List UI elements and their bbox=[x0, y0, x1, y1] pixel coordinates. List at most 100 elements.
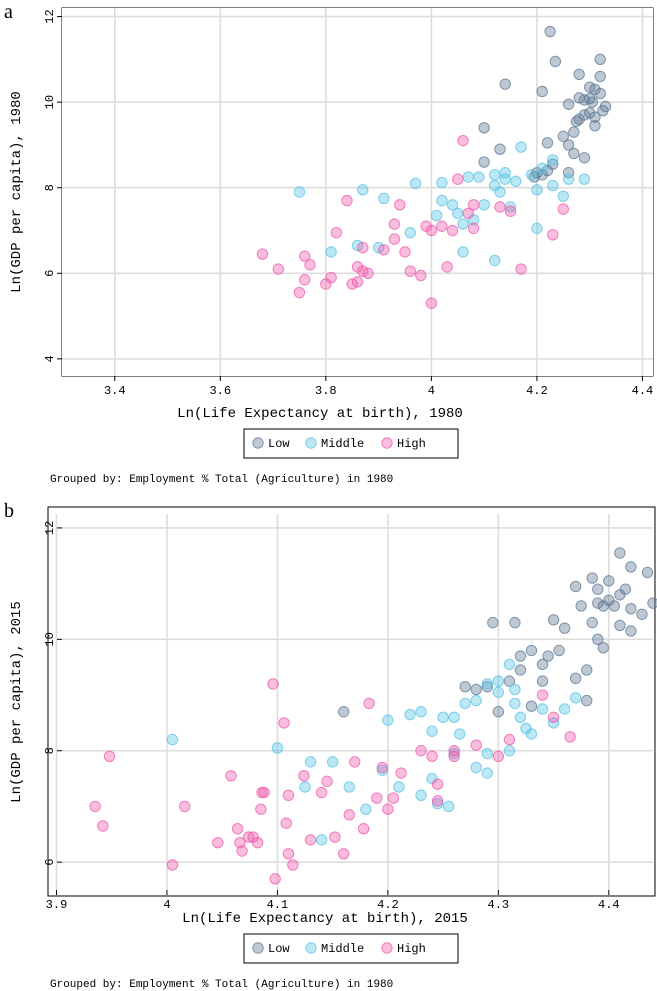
panel-b-y-tick-label: 12 bbox=[43, 521, 57, 535]
panel-b-point-middle bbox=[415, 706, 427, 718]
panel-b-point-middle bbox=[393, 781, 405, 793]
panel-a-point-high bbox=[299, 250, 311, 262]
panel-a-point-middle bbox=[531, 184, 543, 196]
panel-b-point-high bbox=[225, 770, 237, 782]
panel-a: a 3.4 3.6 3.8 4 4.2 4.4 4 6 8 10 12 Ln(Life Expec… bbox=[4, 1, 654, 486]
panel-a-point-low bbox=[594, 70, 606, 83]
panel-b-point-low bbox=[581, 664, 593, 676]
panel-a-point-low bbox=[478, 156, 490, 168]
panel-b-point-high bbox=[426, 750, 438, 763]
panel-a-y-ticks: 4 6 8 10 12 bbox=[43, 9, 62, 362]
panel-b-point-middle bbox=[315, 834, 328, 846]
panel-a-point-low bbox=[549, 55, 562, 68]
panel-a-grid bbox=[62, 8, 653, 376]
panel-b-point-low bbox=[625, 602, 637, 615]
panel-b-point-high bbox=[363, 697, 375, 710]
panel-a-point-high bbox=[462, 207, 475, 220]
panel-b-point-high bbox=[212, 836, 224, 849]
panel-a-letter: a bbox=[4, 1, 13, 23]
panel-b-point-high bbox=[278, 717, 290, 729]
panel-a-point-high bbox=[404, 265, 416, 277]
panel-b-point-middle bbox=[166, 733, 179, 746]
panel-a-point-middle bbox=[578, 173, 591, 185]
panel-b-legend: Low Middle High bbox=[243, 933, 459, 964]
panel-b-point-low bbox=[647, 597, 657, 609]
panel-a-point-high bbox=[452, 173, 464, 185]
panel-b-point-low bbox=[619, 583, 632, 595]
panel-b-x-tick-label: 4 bbox=[163, 898, 170, 912]
panel-b-point-low bbox=[492, 706, 505, 718]
panel-a-point-high bbox=[457, 134, 469, 147]
panel-a-point-low bbox=[589, 83, 601, 96]
panel-b-points bbox=[89, 547, 657, 885]
panel-b-point-low bbox=[337, 706, 350, 718]
panel-b-point-middle bbox=[376, 764, 389, 776]
panel-a-point-middle bbox=[409, 177, 422, 190]
panel-a-point-high bbox=[378, 244, 390, 256]
panel-b-point-middle bbox=[415, 789, 427, 802]
panel-a-x-tick-label: 3.6 bbox=[209, 384, 231, 398]
panel-a-point-high bbox=[325, 271, 337, 284]
panel-b-point-low bbox=[547, 614, 560, 626]
panel-b-x-tick-label: 4.1 bbox=[267, 898, 289, 912]
panel-a-point-middle bbox=[488, 169, 501, 181]
panel-b-point-low bbox=[592, 597, 604, 609]
panel-a-x-tick-label: 4.4 bbox=[632, 384, 654, 398]
panel-b-point-high bbox=[103, 750, 116, 763]
panel-b-point-middle bbox=[514, 711, 527, 724]
panel-b-point-low bbox=[525, 700, 538, 712]
panel-a-point-middle bbox=[430, 209, 443, 222]
panel-b-point-high bbox=[251, 836, 264, 849]
panel-a-point-low bbox=[562, 98, 575, 110]
panel-a-point-high bbox=[446, 224, 459, 237]
panel-b-point-low bbox=[487, 616, 499, 629]
panel-b-point-high bbox=[503, 733, 516, 746]
panel-b-point-low bbox=[614, 547, 626, 559]
panel-b-point-low bbox=[614, 619, 626, 632]
panel-b-point-high bbox=[431, 778, 444, 790]
panel-b-point-low bbox=[597, 600, 609, 612]
panel-b-point-high bbox=[304, 834, 317, 846]
panel-b-point-middle bbox=[525, 728, 538, 740]
panel-a-point-middle bbox=[457, 218, 469, 230]
panel-a-point-high bbox=[388, 233, 401, 245]
panel-b-point-high bbox=[547, 711, 560, 724]
panel-a-point-middle bbox=[325, 246, 337, 258]
panel-b-point-low bbox=[625, 561, 637, 573]
panel-a-point-high bbox=[394, 199, 406, 211]
panel-b-point-low bbox=[586, 572, 598, 584]
panel-a-x-tick-label: 4 bbox=[428, 384, 435, 398]
panel-a-point-low bbox=[573, 113, 585, 125]
panel-b-point-high bbox=[178, 800, 191, 813]
panel-a-point-high bbox=[547, 229, 559, 241]
panel-b-point-high bbox=[448, 750, 460, 763]
panel-b-grid bbox=[55, 514, 653, 890]
panel-a-point-middle bbox=[499, 173, 511, 185]
panel-b-legend-high-label: High bbox=[397, 942, 426, 956]
panel-a-point-high bbox=[504, 205, 517, 217]
panel-a-point-low bbox=[594, 53, 606, 66]
panel-b-point-high bbox=[357, 823, 370, 835]
panel-a-point-middle bbox=[446, 199, 459, 211]
panel-a-point-middle bbox=[547, 179, 559, 192]
panel-b-y-tick-label: 10 bbox=[43, 632, 57, 646]
panel-a-point-high bbox=[467, 199, 480, 211]
panel-b-point-low bbox=[597, 641, 609, 654]
panel-b-point-middle bbox=[404, 708, 416, 721]
panel-a-point-high bbox=[441, 261, 453, 273]
panel-a-y-tick-label: 10 bbox=[43, 95, 57, 109]
panel-b-point-low bbox=[581, 694, 593, 707]
panel-b-point-high bbox=[236, 845, 248, 857]
panel-b-legend-middle-label: Middle bbox=[321, 942, 364, 956]
panel-a-legend-box bbox=[243, 428, 459, 459]
panel-b-point-middle bbox=[569, 692, 582, 704]
panel-b-point-low bbox=[514, 650, 527, 662]
panel-b-point-middle bbox=[470, 761, 482, 774]
panel-a-x-ticks: 3.4 3.6 3.8 4 4.2 4.4 bbox=[104, 376, 653, 398]
panel-b-point-high bbox=[395, 767, 407, 779]
panel-b-point-middle bbox=[503, 745, 516, 757]
panel-b-point-high bbox=[470, 739, 482, 751]
panel-b-point-high bbox=[166, 859, 179, 871]
panel-a-point-high bbox=[436, 220, 448, 232]
